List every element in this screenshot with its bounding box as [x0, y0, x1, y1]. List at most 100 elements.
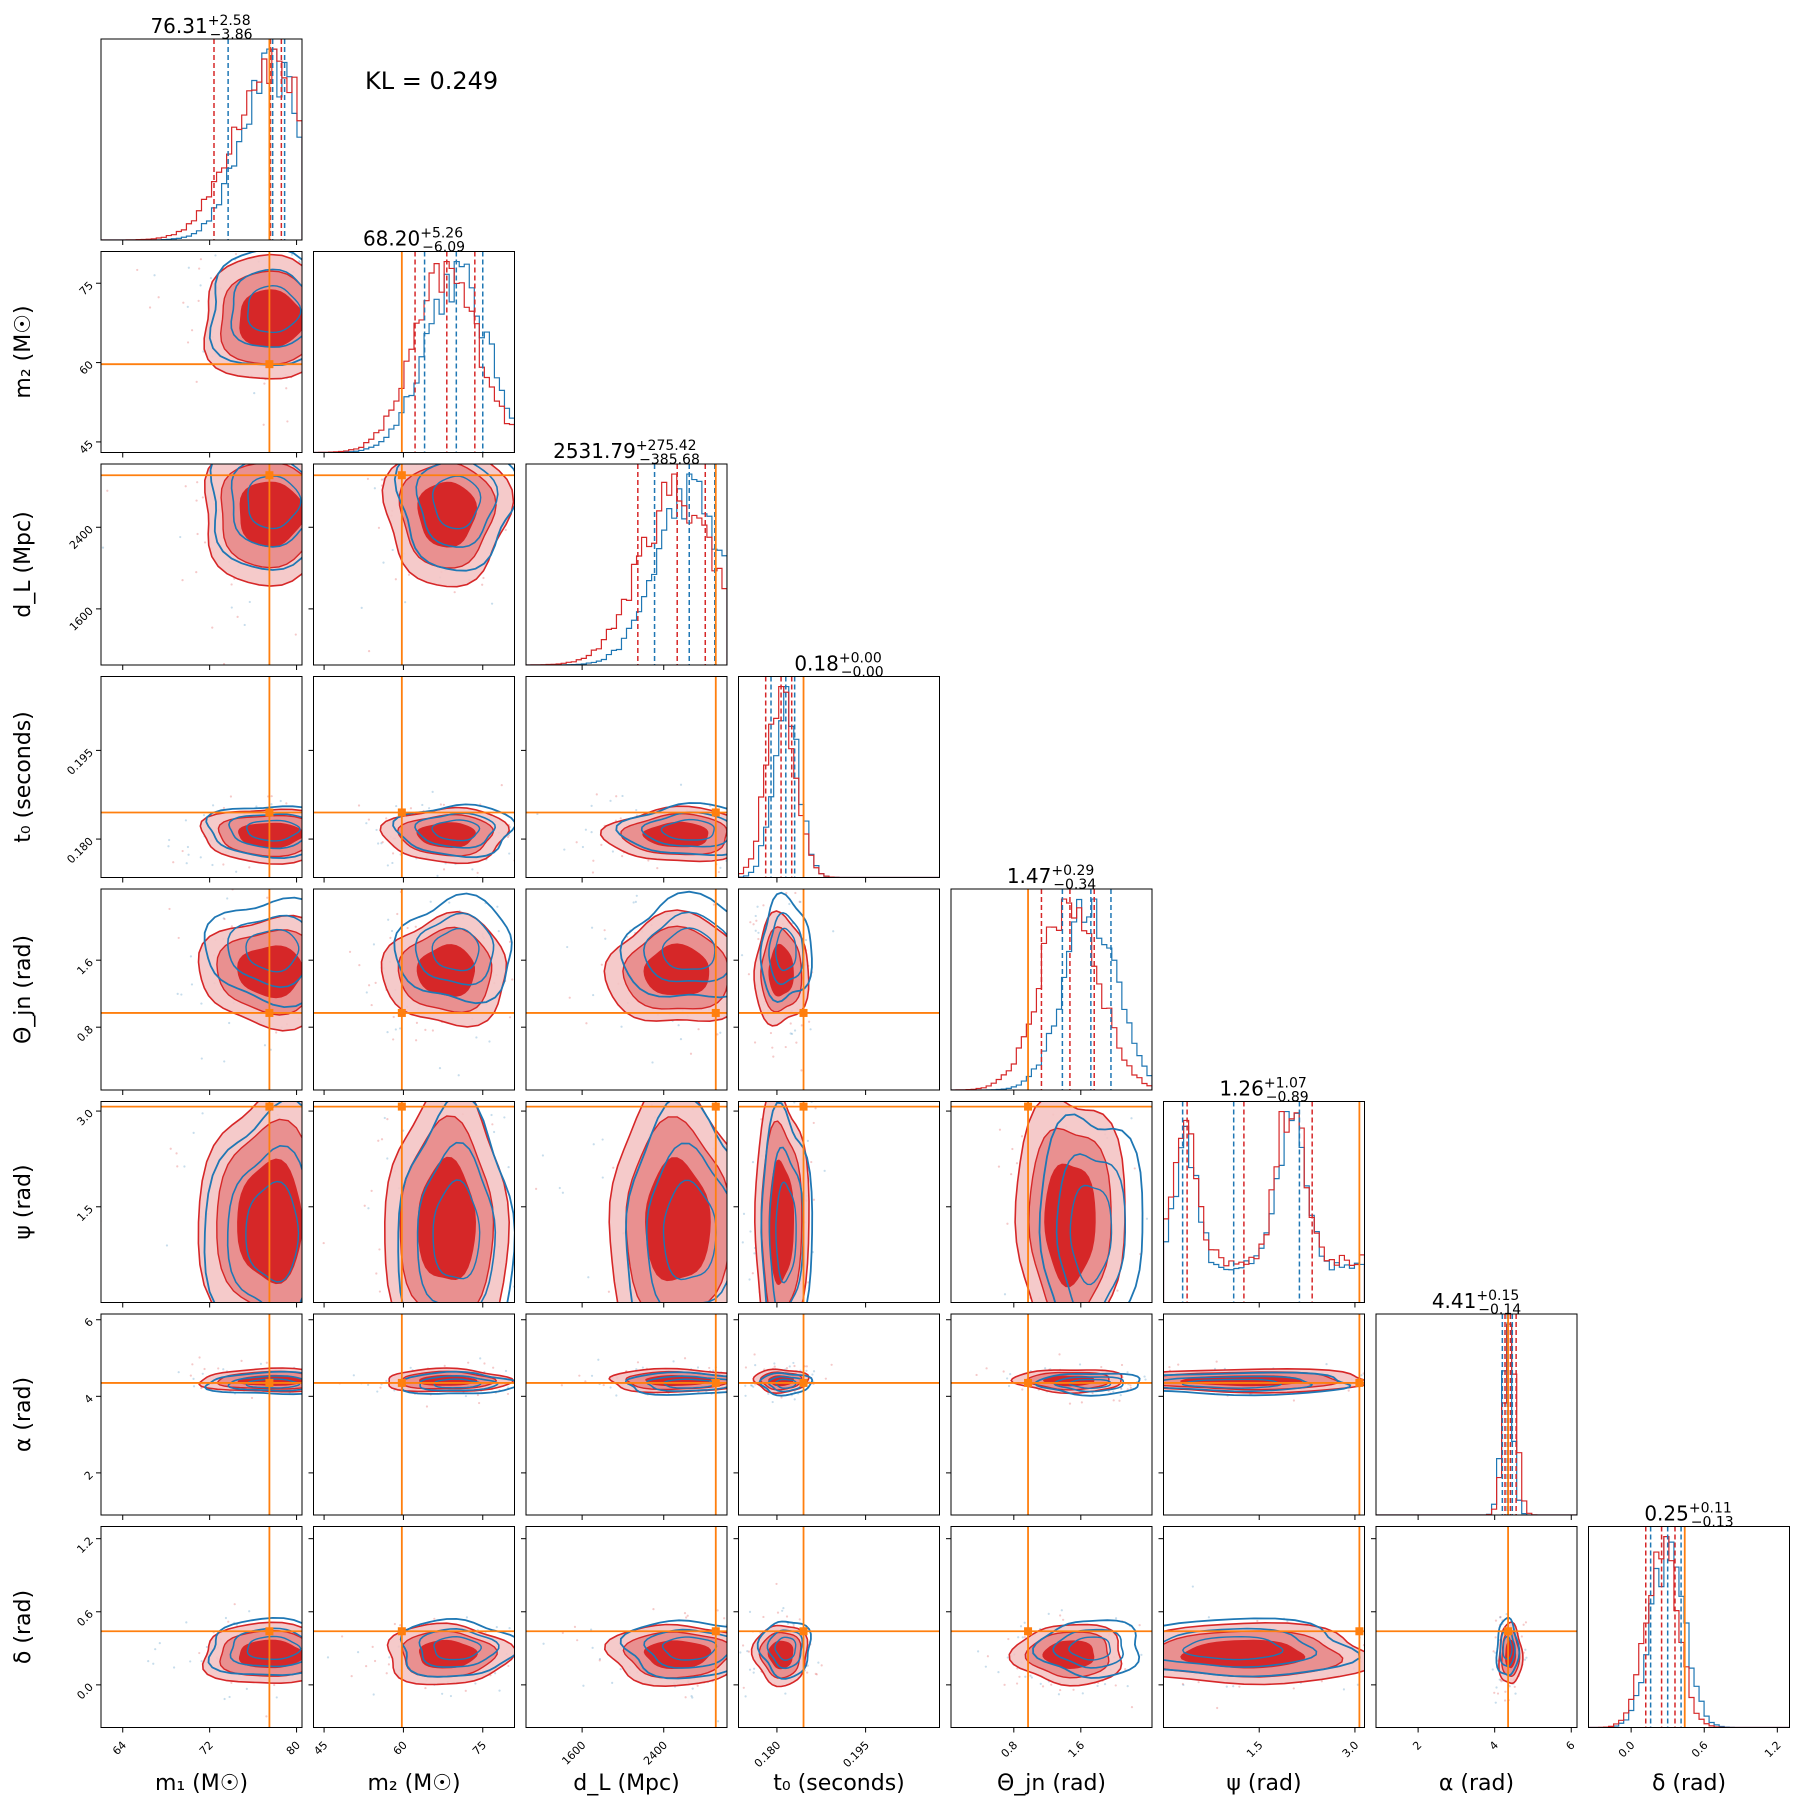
sample-point	[740, 937, 742, 939]
sample-point	[504, 528, 507, 532]
sample-point	[630, 866, 632, 868]
sample-point	[685, 1339, 687, 1341]
sample-point	[697, 1028, 700, 1031]
sample-point	[318, 945, 320, 947]
sample-point	[1003, 1293, 1007, 1296]
sample-point	[741, 945, 743, 947]
sample-point	[417, 449, 419, 451]
blue-contour-line	[433, 1635, 482, 1661]
sample-point	[223, 1697, 226, 1701]
sample-point	[341, 385, 343, 387]
sample-point	[1391, 1649, 1393, 1651]
sample-point	[603, 929, 606, 932]
sample-point	[746, 1649, 749, 1653]
sample-point	[985, 1367, 988, 1370]
sample-point	[678, 873, 680, 875]
sample-point	[998, 1635, 1000, 1637]
blue-contour-line	[760, 1101, 814, 1303]
panel-psi-vs-m2	[313, 1101, 515, 1303]
x-tick-label-alpha: 4	[1487, 1739, 1501, 1753]
sample-point	[411, 434, 413, 436]
sample-point	[1367, 1376, 1369, 1378]
sample-point	[259, 1362, 263, 1365]
x-tick-label-theta_jn: 0.8	[999, 1739, 1021, 1761]
blue-contour-line	[660, 818, 715, 841]
sample-point	[518, 952, 520, 954]
sample-point	[1007, 1637, 1010, 1641]
sample-point	[573, 1625, 577, 1628]
sample-point	[339, 1399, 341, 1401]
x-axis-title-delta: δ (rad)	[1652, 1771, 1726, 1796]
sample-point	[1133, 1167, 1136, 1170]
sample-point	[741, 1644, 745, 1647]
sample-point	[781, 1341, 783, 1343]
sample-point	[325, 369, 327, 371]
truth-marker	[799, 1627, 808, 1636]
sample-point	[598, 1657, 602, 1661]
sample-point	[747, 973, 751, 976]
panel-frame	[950, 1313, 1153, 1516]
sample-point	[592, 859, 595, 862]
sample-point	[332, 836, 334, 838]
sample-point	[747, 1650, 750, 1653]
sample-point	[1057, 1332, 1059, 1334]
x-tick-label-m2: 75	[470, 1739, 489, 1758]
sample-point	[728, 1222, 730, 1224]
sample-point	[490, 602, 494, 605]
histogram-psi	[1163, 1101, 1365, 1303]
sample-point	[1106, 1304, 1108, 1306]
sample-point	[744, 938, 746, 940]
sample-point	[1096, 1684, 1099, 1687]
sample-point	[1138, 1624, 1141, 1627]
blue-contour-line	[415, 464, 499, 548]
sample-point	[998, 1360, 1000, 1362]
minus-error: −385.68	[639, 452, 700, 468]
red-contour-line	[1163, 1621, 1365, 1686]
sample-point	[1007, 1384, 1011, 1388]
sample-point	[320, 1379, 322, 1381]
sample-point	[379, 1386, 382, 1389]
panel-frame	[738, 1526, 940, 1728]
sample-point	[1118, 1399, 1121, 1402]
sample-point	[768, 1335, 770, 1337]
x-tick-label-dL: 2400	[641, 1739, 670, 1768]
sample-point	[753, 1252, 756, 1255]
sample-point	[781, 1609, 784, 1612]
sample-point	[585, 1022, 588, 1025]
histogram-delta	[1588, 1526, 1790, 1728]
sample-point	[345, 467, 347, 469]
x-axis-title-m2: m₂ (M☉)	[367, 1771, 460, 1796]
red-contour-line	[197, 1101, 260, 1303]
plus-error: +0.11	[1689, 1501, 1732, 1517]
truth-marker	[711, 1008, 720, 1017]
sample-point	[415, 1021, 419, 1024]
sample-point	[492, 1366, 495, 1369]
blue-contour-line	[245, 928, 300, 973]
sample-point	[383, 1116, 386, 1120]
sample-point	[751, 827, 753, 829]
sample-point	[1119, 1394, 1122, 1397]
sample-point	[1360, 1374, 1363, 1377]
sample-point	[739, 1375, 741, 1377]
sample-point	[335, 322, 337, 324]
histogram-m1	[101, 39, 302, 240]
sample-point	[672, 1064, 674, 1066]
sample-point	[1434, 1393, 1436, 1395]
sample-point	[1135, 1384, 1137, 1386]
sample-point	[830, 1363, 833, 1366]
blue-contour-line	[416, 1141, 497, 1303]
sample-point	[1057, 1693, 1061, 1696]
sample-point	[745, 1028, 747, 1030]
sample-point	[1493, 1691, 1496, 1694]
y-tick-label-t0: 0.180	[64, 835, 95, 866]
sample-point	[1018, 1309, 1020, 1311]
sample-point	[270, 795, 273, 798]
panel-theta_jn-vs-m1	[101, 889, 320, 1090]
sample-point	[663, 1316, 665, 1318]
blue-contour-line	[432, 1179, 481, 1280]
blue-contour-line	[246, 819, 301, 842]
sample-point	[1091, 1341, 1093, 1343]
sample-point	[211, 626, 214, 629]
panel-frame	[100, 463, 303, 666]
truth-marker	[265, 1008, 274, 1017]
